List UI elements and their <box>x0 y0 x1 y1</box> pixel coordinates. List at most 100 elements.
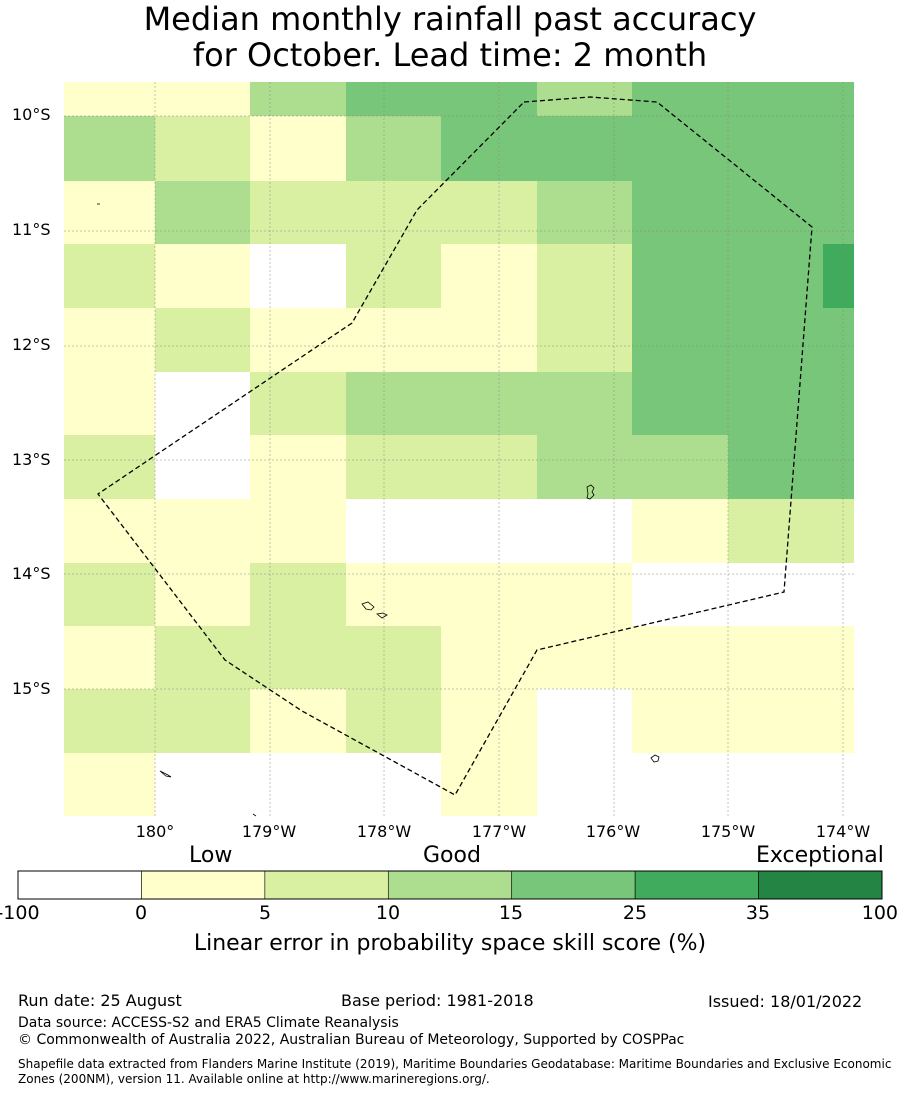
run-date: Run date: 25 August <box>18 991 182 1010</box>
grid-cell <box>632 563 728 626</box>
grid-cell <box>823 244 854 308</box>
grid-cell <box>441 626 537 689</box>
grid-cell <box>728 753 854 816</box>
colorbar-tick: 0 <box>134 902 148 924</box>
grid-cell <box>64 308 155 372</box>
grid-cell <box>250 116 346 181</box>
grid-cell <box>346 753 441 816</box>
grid-cell <box>441 244 537 308</box>
grid-cell <box>155 626 250 689</box>
grid-cell <box>441 753 537 816</box>
grid-cell <box>346 689 441 753</box>
grid-cell <box>155 753 250 816</box>
grid-cell <box>250 435 346 499</box>
grid-cell <box>632 308 728 372</box>
grid-cell <box>64 181 155 244</box>
grid-cell <box>728 499 854 563</box>
grid-cell <box>728 372 854 435</box>
grid-cell <box>64 626 155 689</box>
grid-cell <box>250 753 346 816</box>
grid-cell <box>537 689 632 753</box>
grid-cell <box>441 689 537 753</box>
grid-cell <box>346 626 441 689</box>
copyright: © Commonwealth of Australia 2022, Austra… <box>18 1032 685 1048</box>
base-period: Base period: 1981-2018 <box>341 991 534 1010</box>
colorbar-title: Linear error in probability space skill … <box>193 931 707 956</box>
grid-cell <box>64 372 155 435</box>
grid-cell <box>64 82 155 116</box>
category-low: Low <box>189 843 233 868</box>
colorbar-swatch <box>17 870 142 900</box>
grid-cell <box>632 244 728 308</box>
colorbar-swatch <box>264 870 389 900</box>
grid-cell <box>441 181 537 244</box>
grid-cell <box>632 181 728 244</box>
grid-cell <box>64 435 155 499</box>
grid-cell <box>537 753 632 816</box>
grid-cell <box>155 181 250 244</box>
grid-cell <box>441 308 537 372</box>
grid-cell <box>250 626 346 689</box>
lon-label: 174°W <box>815 822 871 841</box>
grid-cell <box>632 82 728 116</box>
grid-cell <box>632 435 728 499</box>
grid-cell <box>250 244 346 308</box>
grid-cell <box>155 308 250 372</box>
colorbar <box>17 870 883 900</box>
grid-cell <box>537 626 632 689</box>
grid-cell <box>728 563 854 626</box>
grid-cell <box>155 435 250 499</box>
map-title-line-2: for October. Lead time: 2 month <box>192 36 708 74</box>
lon-label: 180° <box>135 822 175 841</box>
grid-cell <box>64 563 155 626</box>
grid-cell <box>250 689 346 753</box>
grid-cell <box>64 499 155 563</box>
category-good: Good <box>423 843 481 868</box>
grid-cell <box>155 499 250 563</box>
grid-cell <box>155 82 250 116</box>
grid-cell <box>155 244 250 308</box>
grid-cell <box>441 499 537 563</box>
grid-cell <box>346 181 441 244</box>
grid-cell <box>441 116 537 181</box>
grid-cell <box>155 563 250 626</box>
island-shape <box>361 601 375 611</box>
map-title-line-1: Median monthly rainfall past accuracy <box>143 0 757 38</box>
grid-cell <box>728 116 854 181</box>
skill-grid <box>64 82 854 816</box>
grid-cell <box>632 116 728 181</box>
grid-cell <box>728 308 854 372</box>
colorbar-tick: 5 <box>258 902 272 924</box>
colorbar-tick: -100 <box>0 902 40 924</box>
grid-cell <box>441 82 537 116</box>
grid-cell <box>346 563 441 626</box>
colorbar-swatch <box>634 870 759 900</box>
islands <box>97 203 660 817</box>
lon-label: 176°W <box>585 822 641 841</box>
grid-cell <box>632 372 728 435</box>
island-shape <box>650 754 660 763</box>
grid-cell <box>250 82 346 116</box>
grid-cell <box>64 116 155 181</box>
grid-cell <box>537 435 632 499</box>
lon-label: 177°W <box>471 822 527 841</box>
grid-cell <box>441 435 537 499</box>
grid-cell <box>537 181 632 244</box>
lon-label: 179°W <box>241 822 297 841</box>
lat-label: 10°S <box>12 105 51 124</box>
lat-label: 13°S <box>12 450 51 469</box>
grid-cell <box>346 435 441 499</box>
grid-cell <box>346 82 441 116</box>
grid-cell <box>632 689 728 753</box>
grid-cell <box>250 563 346 626</box>
grid-cell <box>728 181 854 244</box>
grid-cell <box>64 244 155 308</box>
grid-cell <box>728 689 854 753</box>
grid-cell <box>155 689 250 753</box>
grid-cell <box>537 116 632 181</box>
grid-cell <box>537 244 632 308</box>
lat-label: 14°S <box>12 564 51 583</box>
grid-cell <box>632 626 728 689</box>
grid-cell <box>250 181 346 244</box>
